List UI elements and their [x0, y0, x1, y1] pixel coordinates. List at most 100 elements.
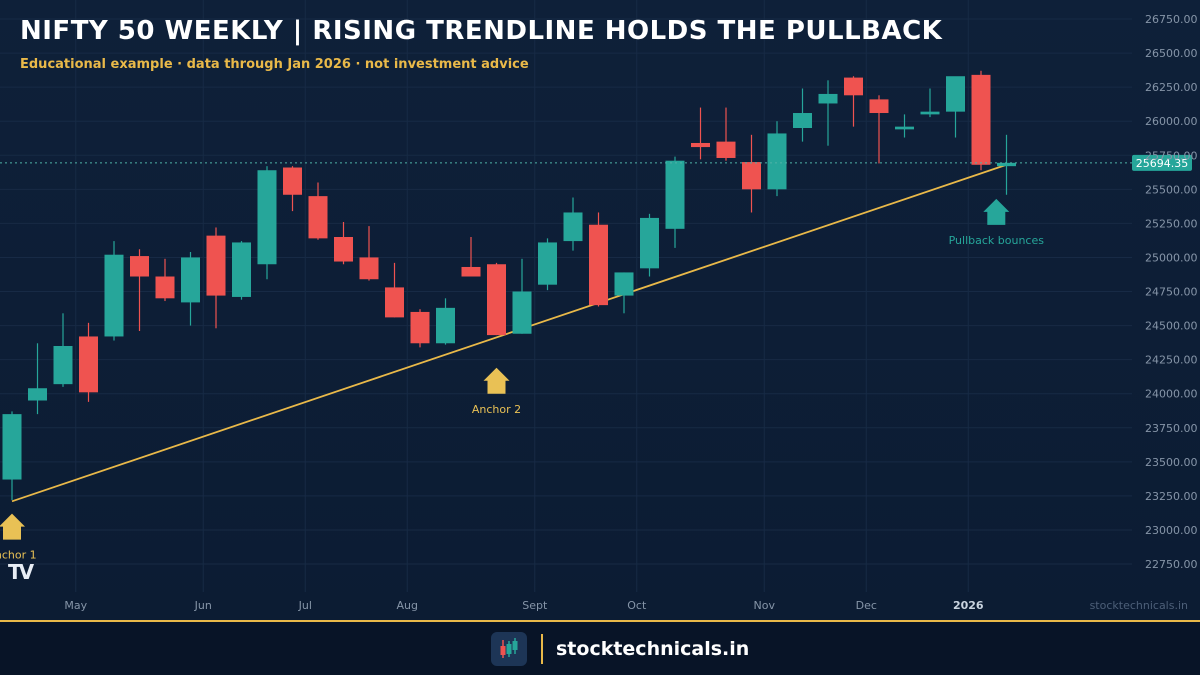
candle [181, 251, 200, 326]
y-tick-label: 24250.00 [1145, 354, 1198, 367]
annotation: Pullback bounces [949, 198, 1045, 247]
y-axis: 22750.00 23000.00 23250.00 23500.00 23750.00… [1145, 13, 1198, 571]
candle-body [410, 311, 430, 344]
candle [232, 241, 251, 300]
candle [130, 249, 149, 332]
candle [844, 76, 863, 127]
candlestick-chart: 25694.35 22750.00 23000.00 23250.00 23500.0… [0, 0, 1198, 612]
annotation-label: Anchor 1 [0, 549, 37, 562]
y-tick-label: 26250.00 [1145, 81, 1198, 94]
candle-body [130, 256, 149, 277]
y-tick-label: 23500.00 [1145, 456, 1198, 469]
candle [79, 322, 98, 402]
candle-body [512, 291, 532, 334]
candle [665, 156, 685, 248]
candle-body [28, 388, 47, 401]
candle [410, 309, 430, 348]
annotation: Anchor 1 [0, 513, 37, 562]
candle [334, 222, 353, 265]
y-tick-label: 25750.00 [1145, 149, 1198, 162]
candle-body [716, 141, 736, 158]
candle [104, 241, 124, 341]
candle-body [104, 254, 124, 337]
candle-body [818, 93, 838, 104]
y-tick-label: 25000.00 [1145, 251, 1198, 264]
annotations-layer: Anchor 1 Anchor 2 Pullback bounces [0, 198, 1045, 562]
y-tick-label: 26500.00 [1145, 47, 1198, 60]
candle-body [920, 111, 940, 115]
footer-divider [541, 634, 543, 664]
candle-body [691, 142, 710, 148]
candle-body [487, 264, 506, 336]
candle-body [334, 237, 353, 262]
x-axis: May Jun Jul Aug Sept Oct Nov Dec 2026 [64, 599, 984, 612]
y-tick-label: 25250.00 [1145, 217, 1198, 230]
candle-body [206, 235, 226, 296]
candle [436, 298, 455, 345]
candle-body [589, 224, 608, 306]
x-tick-label: May [64, 599, 87, 612]
candle [767, 121, 787, 197]
candle-body [640, 217, 659, 269]
annotation-label: Anchor 2 [472, 403, 521, 416]
arrow-up-icon [483, 367, 510, 394]
candle [359, 226, 379, 281]
candle [53, 313, 73, 387]
candle-body [257, 170, 277, 265]
candle-body [767, 133, 787, 190]
grid-layer [0, 0, 1132, 592]
candle-body [793, 113, 812, 128]
candle [920, 88, 940, 118]
candle [691, 107, 710, 160]
candle-body [538, 242, 557, 285]
y-tick-label: 24500.00 [1145, 320, 1198, 333]
candle-body [385, 287, 404, 318]
x-tick-label: Jul [298, 599, 312, 612]
y-tick-label: 23750.00 [1145, 422, 1198, 435]
x-tick-label: Jun [194, 599, 212, 612]
last-price-layer: 25694.35 [0, 154, 1192, 171]
candle-body [308, 196, 328, 239]
last-price-badge [1132, 154, 1192, 171]
candle [971, 70, 991, 171]
candle [385, 262, 404, 318]
annotation-label: Pullback bounces [949, 234, 1045, 247]
chart-subtitle: Educational example · data through Jan 2… [20, 57, 529, 72]
candle-body [563, 212, 583, 242]
candle-body [971, 74, 991, 165]
candle-body [232, 242, 251, 297]
chart-area: 25694.35 22750.00 23000.00 23250.00 23500.0… [0, 0, 1200, 620]
y-tick-label: 22750.00 [1145, 558, 1198, 571]
candle [614, 272, 634, 314]
candle-body [436, 307, 455, 344]
candle [28, 343, 47, 415]
y-tick-label: 24750.00 [1145, 286, 1198, 299]
candle [640, 213, 659, 277]
arrow-up-icon [983, 198, 1010, 225]
candle-body [283, 167, 302, 195]
candle [997, 134, 1016, 195]
trendline-layer [11, 163, 1007, 503]
candle-body [53, 346, 73, 385]
candle-body [844, 77, 863, 96]
candle [818, 80, 838, 146]
x-tick-label: Sept [522, 599, 548, 612]
candle-body [614, 272, 634, 296]
candle-body [359, 257, 379, 280]
x-tick-label: Oct [627, 599, 647, 612]
candlestick-logo-icon [491, 632, 527, 666]
candle [487, 262, 506, 336]
candle [257, 166, 277, 280]
footer-brand: stocktechnicals.in [556, 638, 750, 660]
x-tick-label: Nov [754, 599, 776, 612]
y-tick-label: 23250.00 [1145, 490, 1198, 503]
rising-trendline [11, 163, 1007, 503]
candle [716, 107, 736, 161]
candle-body [946, 76, 965, 112]
footer-bar: stocktechnicals.in [0, 620, 1200, 675]
chart-title: NIFTY 50 WEEKLY | RISING TRENDLINE HOLDS… [20, 16, 943, 46]
candle [793, 88, 812, 142]
candle [869, 95, 889, 164]
candle-body [181, 257, 200, 303]
candle [742, 134, 761, 213]
